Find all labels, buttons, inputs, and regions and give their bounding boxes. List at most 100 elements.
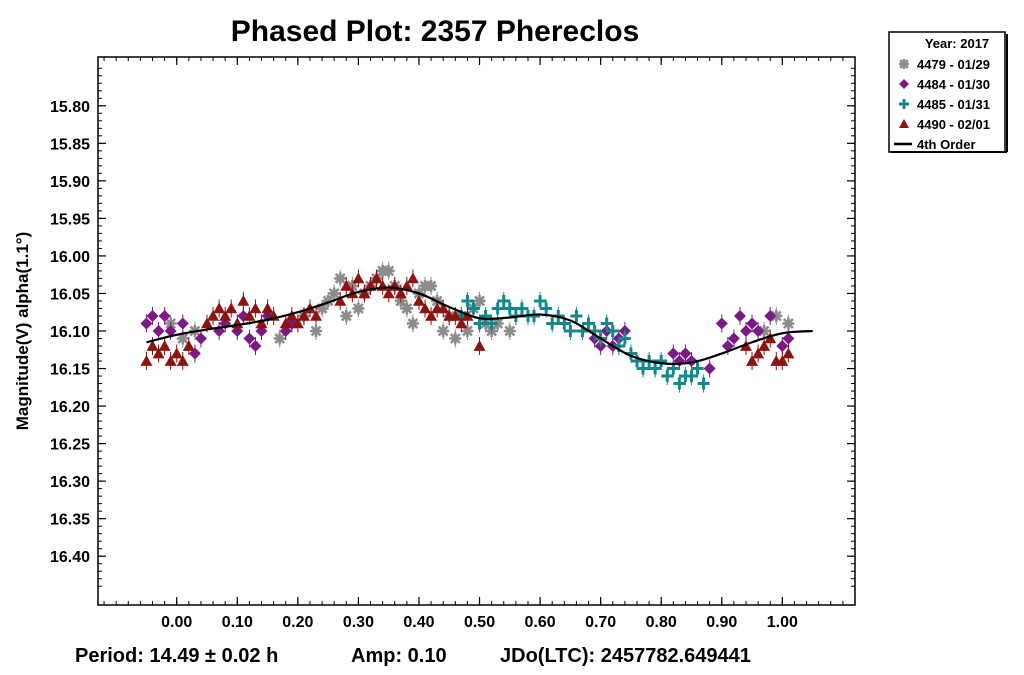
data-point [473,294,486,307]
legend-marker-swatch [899,59,909,69]
legend-title: Year: 2017 [925,36,989,51]
x-tick-label: 0.80 [646,614,677,631]
data-point [534,294,547,307]
data-point [316,302,329,315]
y-tick-label: 16.15 [50,362,90,379]
legend-label: 4490 - 02/01 [917,117,990,132]
data-point [637,362,650,375]
y-tick-label: 16.25 [50,437,90,454]
data-point [243,309,256,321]
data-point [449,332,462,345]
data-point [176,332,189,345]
data-point [497,294,510,307]
y-tick-label: 16.30 [50,474,90,491]
data-point [310,309,323,321]
data-point [679,347,692,360]
data-point [425,309,438,321]
data-point [419,302,432,314]
data-point [376,264,389,277]
data-point [406,272,419,284]
data-point [249,302,262,314]
y-tick-label: 15.80 [50,99,90,116]
data-point [334,272,347,285]
data-point [352,302,365,315]
data-point [582,317,595,330]
data-point [243,332,256,345]
data-point [291,317,304,329]
data-point [503,302,516,315]
data-point [146,340,159,351]
fit-curve-4th-order [146,286,813,366]
data-point [146,309,159,322]
data-point [655,355,668,368]
data-point [261,302,274,314]
data-point [219,309,232,321]
data-point [503,325,516,337]
data-point [691,362,704,375]
data-point [400,279,413,291]
legend-marker-swatch [899,119,909,128]
data-point [461,325,474,337]
legend-box [888,31,1006,153]
data-point [140,355,153,366]
data-point [425,279,438,292]
data-point [394,287,407,299]
data-point [782,332,795,345]
data-point [273,332,286,345]
data-point [158,340,171,351]
data-point [600,317,613,330]
data-point [370,272,383,284]
data-point [437,302,450,314]
data-point [328,287,341,300]
data-point [685,370,698,383]
y-tick-label: 16.40 [50,549,90,566]
data-point [673,377,686,390]
data-point [182,340,195,351]
data-point [400,302,413,315]
x-tick-label: 0.60 [525,614,556,631]
data-point [152,347,165,359]
data-point [170,347,183,359]
data-point [540,302,553,315]
data-point [667,347,680,360]
data-point [564,325,577,337]
data-point [140,317,153,330]
data-point [782,347,795,359]
data-point [764,309,777,322]
data-point [727,332,740,345]
legend-entry: 4490 - 02/01 [899,117,990,132]
legend-marker-swatch [899,79,909,89]
x-tick-label: 0.50 [464,614,495,631]
data-point [297,309,310,321]
y-tick-label: 15.90 [50,174,90,191]
data-point [764,332,777,344]
legend-entry: 4485 - 01/31 [899,97,990,112]
data-point [703,362,716,375]
data-point [746,317,759,330]
data-point [255,317,268,329]
data-point [739,325,752,337]
data-point [473,340,486,351]
data-point [697,377,710,390]
data-point [382,287,395,299]
data-point [649,362,662,375]
y-tick-label: 15.85 [50,136,90,153]
data-points [140,261,795,393]
series-triangle [140,269,795,371]
legend-label: 4485 - 01/31 [917,97,990,112]
data-point [419,279,432,292]
data-point [437,325,450,337]
data-point [752,325,765,337]
y-tick-label: 16.10 [50,324,90,341]
data-point [164,355,177,366]
data-point [213,302,226,314]
x-tick-label: 0.30 [343,614,374,631]
data-point [176,355,189,366]
series-asterisk [164,261,795,348]
data-point [285,309,298,321]
y-tick-label: 16.35 [50,512,90,529]
data-point [201,317,214,329]
y-tick-label: 15.95 [50,211,90,228]
legend-label: 4th Order [917,137,976,152]
